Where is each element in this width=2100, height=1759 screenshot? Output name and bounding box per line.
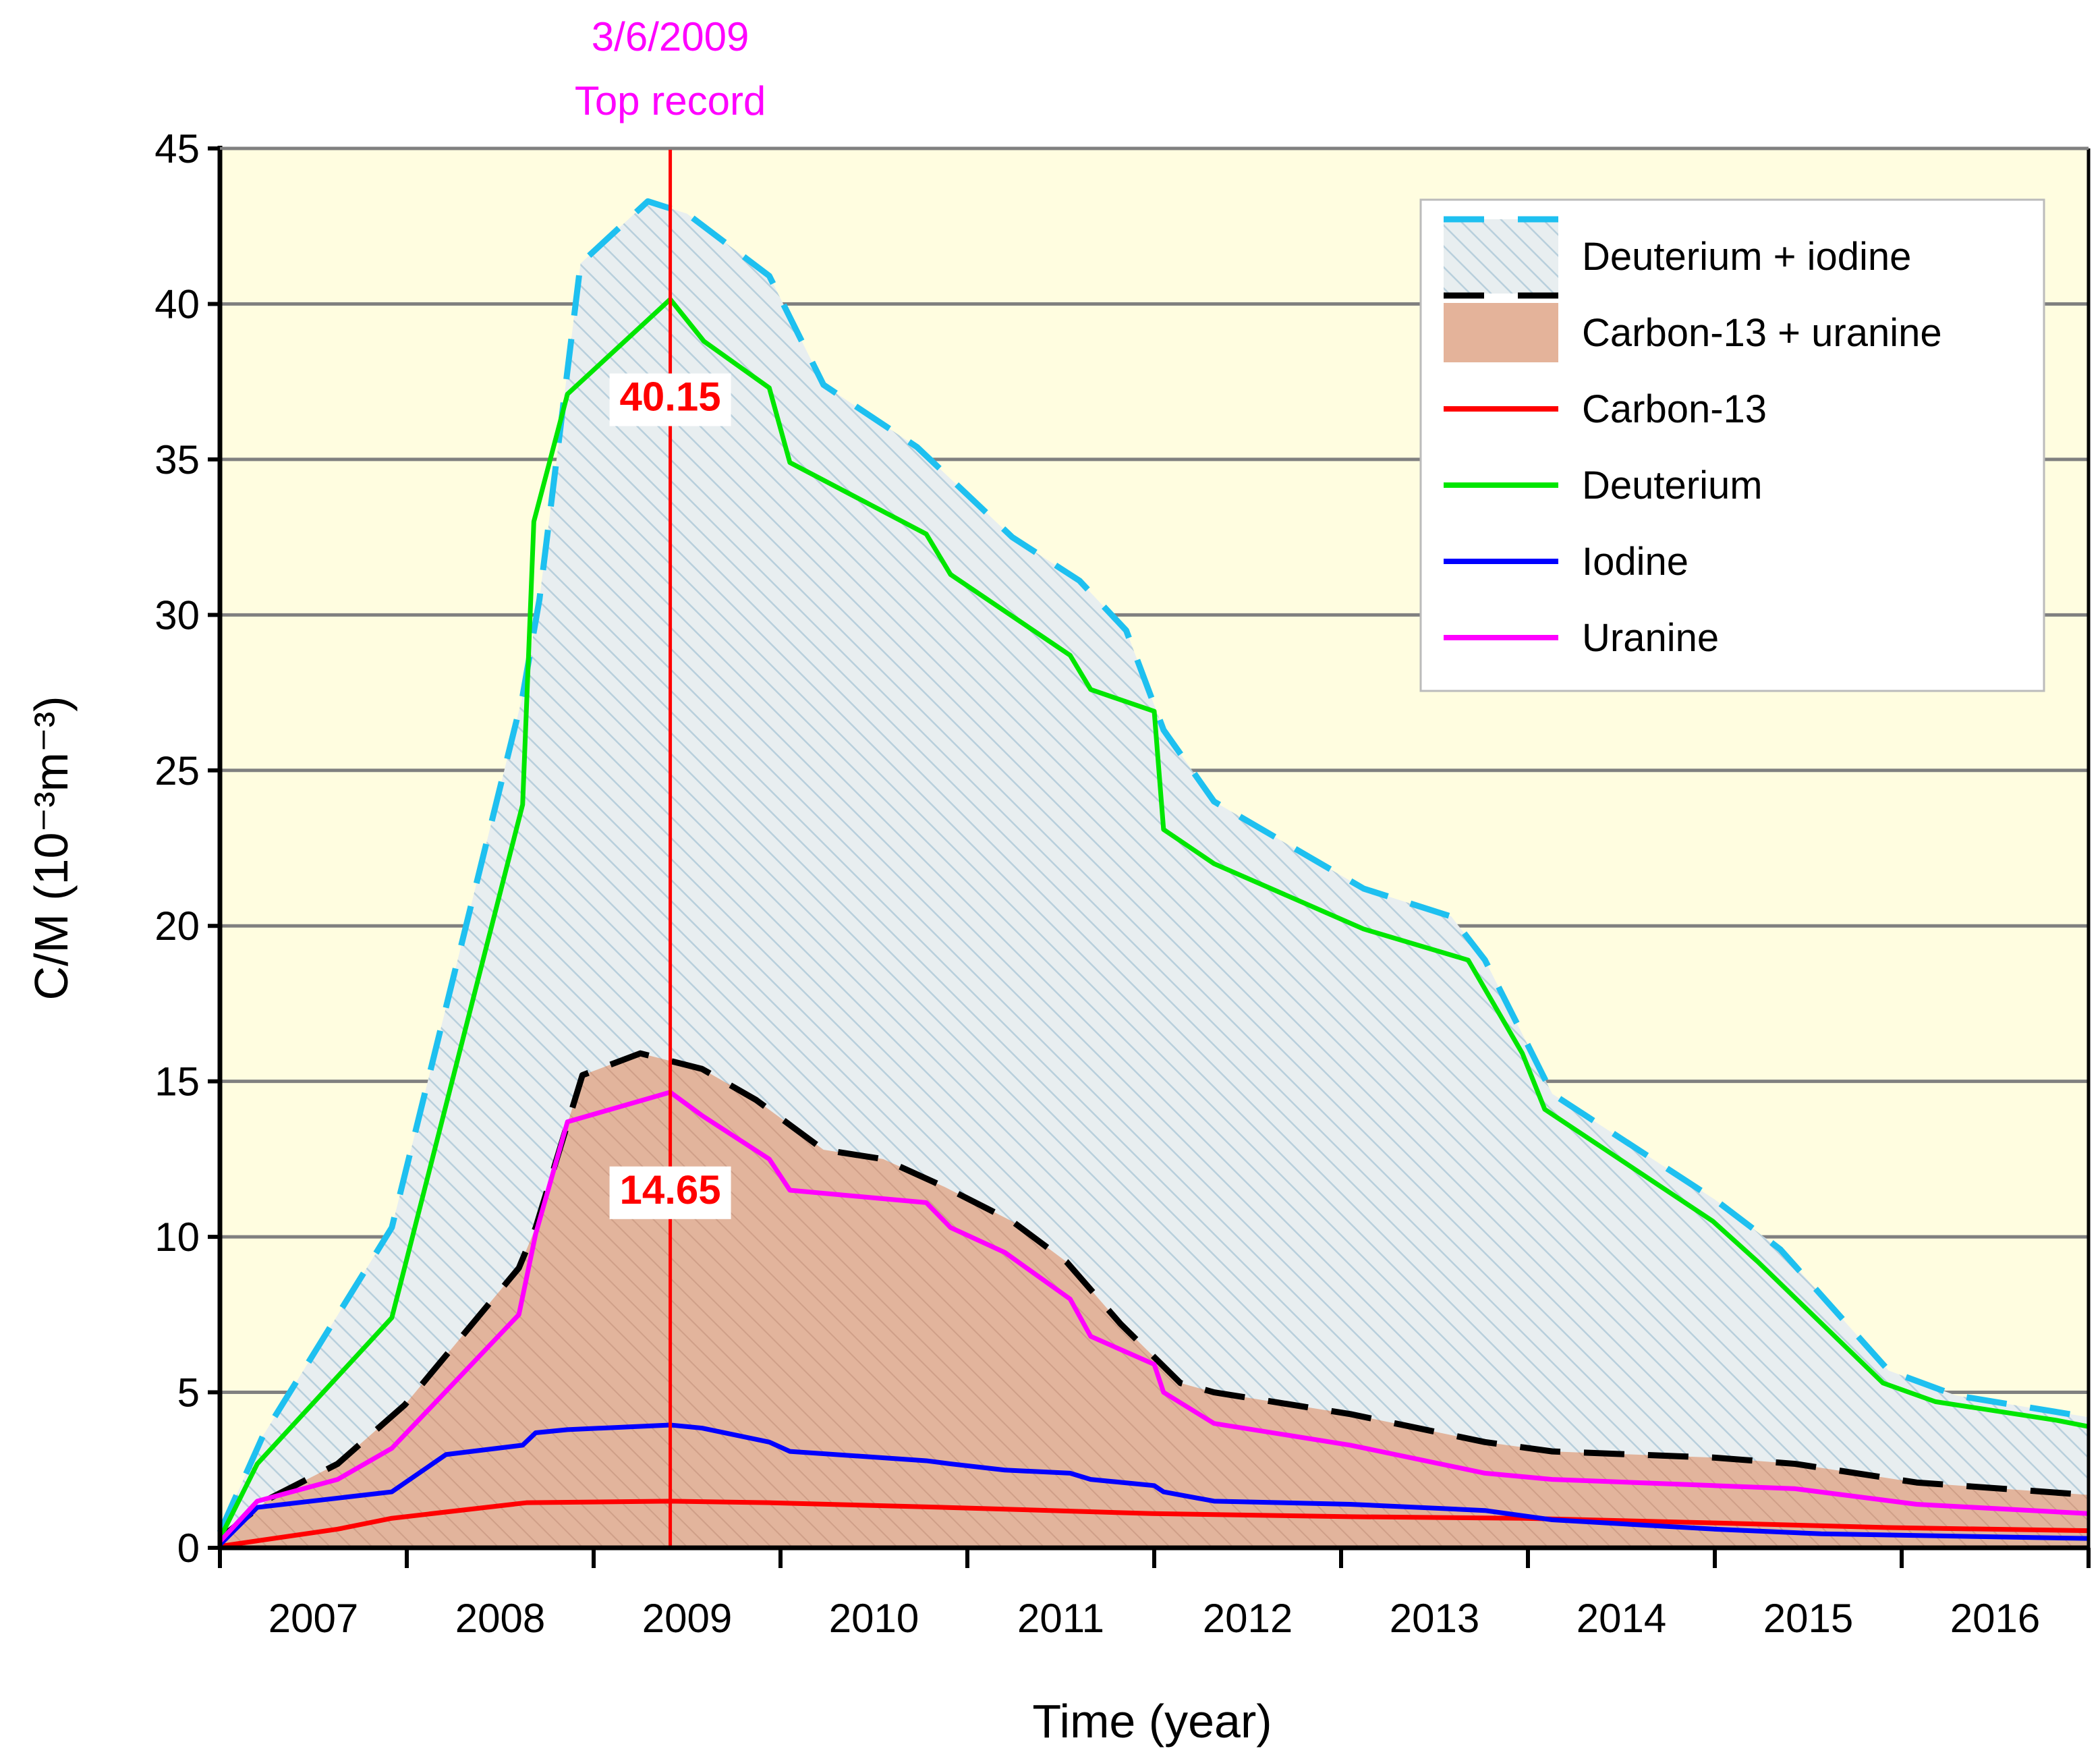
y-tick-label: 45 (154, 126, 200, 171)
point-label: 40.15 (619, 374, 720, 420)
x-tick-label: 2014 (1577, 1596, 1666, 1641)
point-labels: 40.15 14.65 (609, 373, 731, 1219)
annotation-label: Top record (575, 78, 766, 123)
point-label-box (609, 1166, 731, 1219)
x-tick-label: 2016 (1950, 1596, 2040, 1641)
x-tick-label: 2012 (1203, 1596, 1293, 1641)
legend: Deuterium + iodine Carbon-13 + uranine Car… (1419, 198, 2045, 692)
y-tick-label: 15 (154, 1059, 200, 1105)
y-tick-label: 35 (154, 437, 200, 482)
y-tick-label: 40 (154, 281, 200, 327)
y-tick-label: 30 (154, 592, 200, 638)
x-tick-label: 2008 (455, 1596, 545, 1641)
x-tick-label: 2007 (268, 1596, 358, 1641)
series-line-carbon-13-uranine (218, 1050, 2089, 1541)
legend-label-deuterium: Deuterium (1582, 464, 1763, 507)
x-tick-label: 2015 (1763, 1596, 1853, 1641)
series-line-iodine (218, 1422, 2089, 1546)
point-label-box (609, 373, 731, 426)
x-tick-label: 2011 (1017, 1596, 1104, 1641)
annotation: 3/6/2009 Top record (575, 14, 766, 123)
legend-swatch-area (1444, 303, 1558, 362)
y-tick-label: 5 (177, 1370, 200, 1416)
series-lines (217, 148, 2089, 1549)
y-tick-label: 10 (154, 1214, 200, 1260)
legend-label-uranine: Uranine (1582, 616, 1719, 660)
y-axis-title: C/M (10⁻³m⁻³) (25, 696, 78, 1000)
legend-swatch-area (1444, 219, 1558, 294)
y-tick-label: 0 (177, 1526, 200, 1571)
series-line-deuterium (217, 297, 2089, 1540)
legend-label-carbon-13-uranine: Carbon-13 + uranine (1582, 311, 1942, 355)
legend-label-iodine: Iodine (1582, 540, 1688, 584)
legend-label-deuterium-iodine: Deuterium + iodine (1582, 235, 1911, 279)
series-line-carbon-13 (219, 1499, 2089, 1549)
point-label: 14.65 (619, 1167, 720, 1212)
x-tick-label: 2010 (829, 1596, 919, 1641)
axes: 0 5 10 15 20 25 30 35 40 45 2007 2008 2009 2010 2011 20… (154, 126, 2091, 1641)
y-tick-label: 25 (154, 748, 200, 793)
x-tick-label: 2009 (642, 1596, 732, 1641)
legend-label-carbon-13: Carbon-13 (1582, 387, 1767, 431)
x-axis-title: Time (year) (1032, 1695, 1272, 1748)
series-line-uranine (218, 1090, 2089, 1544)
annotation-date: 3/6/2009 (592, 14, 749, 59)
series-line-deuterium-iodine (217, 198, 2089, 1534)
x-tick-label: 2013 (1390, 1596, 1479, 1641)
y-tick-label: 20 (154, 903, 200, 949)
